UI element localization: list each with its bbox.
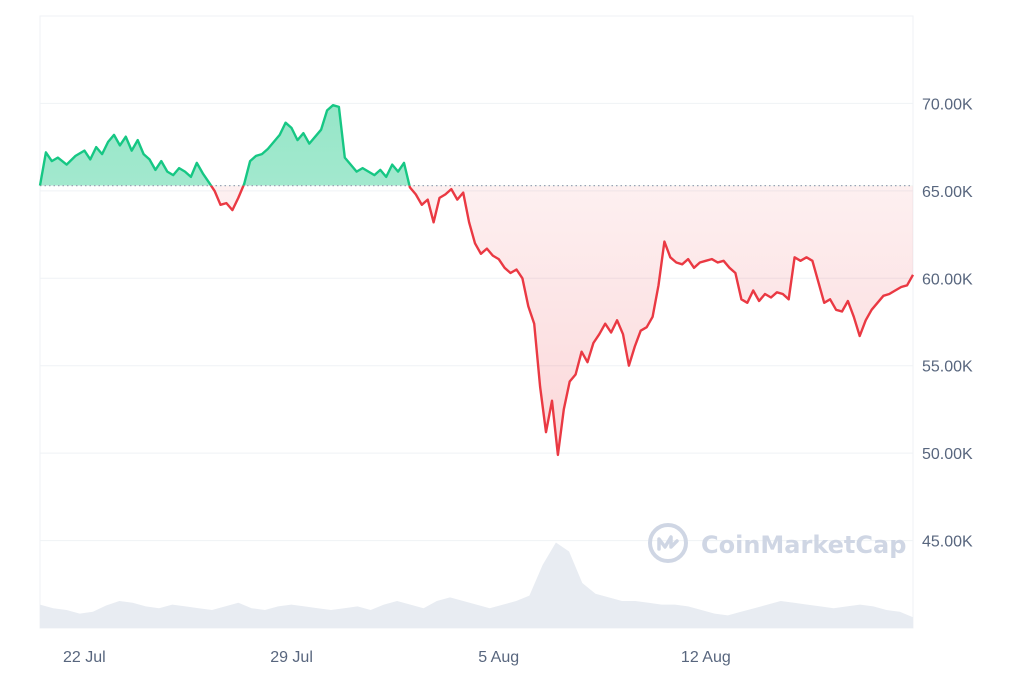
price-area [40, 105, 913, 455]
y-tick-label: 50.00K [922, 446, 973, 463]
coinmarketcap-logo-icon [648, 523, 688, 563]
x-axis: 22 Jul 29 Jul 5 Aug 12 Aug [63, 649, 731, 666]
y-tick-label: 55.00K [922, 359, 973, 376]
y-tick-label: 70.00K [922, 96, 973, 113]
price-line [38, 104, 915, 457]
price-line-above [38, 104, 411, 186]
y-tick-label: 45.00K [922, 534, 973, 551]
x-tick-label: 29 Jul [270, 649, 313, 666]
volume-area [40, 542, 913, 628]
x-tick-label: 12 Aug [681, 649, 731, 666]
x-tick-label: 22 Jul [63, 649, 106, 666]
x-tick-label: 5 Aug [478, 649, 519, 666]
price-line-below [40, 185, 915, 457]
watermark: CoinMarketCap [648, 523, 906, 563]
watermark-text: CoinMarketCap [701, 531, 906, 559]
volume-area-shape [40, 542, 913, 628]
y-tick-label: 65.00K [922, 184, 973, 201]
y-tick-label: 60.00K [922, 271, 973, 288]
price-area-above [40, 105, 913, 186]
price-area-below [211, 185, 913, 455]
y-axis: 45.00K 50.00K 55.00K 60.00K 65.00K 70.00K [922, 96, 973, 550]
